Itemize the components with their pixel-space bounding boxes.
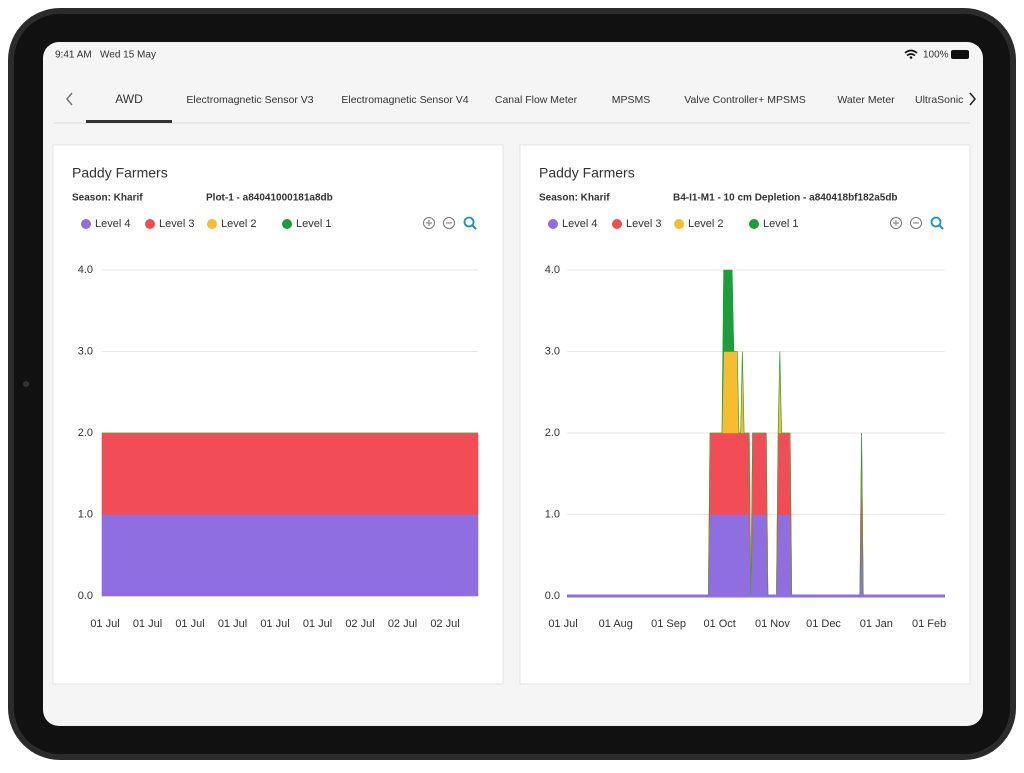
tab[interactable]: Valve Controller+ MPSMS [684, 94, 805, 106]
legend-marker[interactable] [749, 219, 759, 229]
area-series [567, 269, 945, 597]
active-tab-underline [86, 120, 172, 123]
legend-marker[interactable] [282, 219, 292, 229]
y-tick-label: 0.0 [545, 590, 560, 602]
x-tick-label: 01 Jan [860, 618, 893, 630]
tab[interactable]: UltraSonic [915, 94, 963, 106]
y-tick-label: 4.0 [78, 264, 93, 276]
status-date: Wed 15 May [100, 50, 156, 61]
legend-label[interactable]: Level 4 [95, 218, 130, 230]
x-tick-label: 01 Dec [806, 618, 841, 630]
legend-label[interactable]: Level 3 [626, 218, 661, 230]
zoom-reset[interactable] [930, 216, 942, 228]
y-tick-label: 3.0 [78, 345, 93, 357]
area-series [101, 432, 479, 515]
y-tick-label: 0.0 [78, 590, 93, 602]
tab-left-arrow[interactable] [66, 92, 73, 106]
legend-label[interactable]: Level 2 [221, 218, 256, 230]
legend-label[interactable]: Level 3 [159, 218, 194, 230]
tab[interactable]: AWD [115, 92, 143, 106]
x-tick-label: 01 Jul [260, 618, 289, 630]
season-label: Season: Kharif [539, 193, 610, 204]
tab[interactable]: MPSMS [612, 94, 651, 106]
y-tick-label: 3.0 [545, 345, 560, 357]
tab[interactable]: Water Meter [837, 94, 895, 106]
y-tick-label: 4.0 [545, 264, 560, 276]
wifi-icon [904, 49, 918, 57]
area-series [101, 514, 479, 597]
legend-marker[interactable] [612, 219, 622, 229]
x-tick-label: 02 Jul [430, 618, 459, 630]
legend-label[interactable]: Level 2 [688, 218, 723, 230]
y-tick-label: 1.0 [78, 508, 93, 520]
legend-marker[interactable] [548, 219, 558, 229]
tab[interactable]: Electromagnetic Sensor V4 [341, 94, 468, 106]
x-tick-label: 01 Jul [133, 618, 162, 630]
device-label: Plot-1 - a84041000181a8db [206, 193, 333, 204]
zoom-out[interactable] [443, 217, 455, 229]
status-time: 9:41 AM [55, 50, 92, 61]
x-tick-label: 01 Jul [218, 618, 247, 630]
x-tick-label: 01 Jul [90, 618, 119, 630]
x-tick-label: 01 Feb [912, 618, 946, 630]
zoom-reset[interactable] [463, 216, 475, 228]
legend-label[interactable]: Level 1 [763, 218, 798, 230]
wifi-dot [909, 56, 913, 59]
legend-marker[interactable] [145, 219, 155, 229]
tab[interactable]: Electromagnetic Sensor V3 [186, 94, 313, 106]
tab[interactable]: Canal Flow Meter [495, 94, 578, 106]
y-tick-label: 2.0 [545, 427, 560, 439]
zoom-reset-handle [471, 224, 477, 230]
battery-icon [951, 50, 969, 59]
legend-marker[interactable] [81, 219, 91, 229]
zoom-in[interactable] [423, 217, 435, 229]
zoom-icon-glyph [426, 220, 432, 226]
zoom-in[interactable] [890, 217, 902, 229]
zoom-out[interactable] [910, 217, 922, 229]
device-label: B4-I1-M1 - 10 cm Depletion - a840418bf18… [673, 193, 898, 204]
legend-marker[interactable] [674, 219, 684, 229]
tab-right-arrow[interactable] [969, 92, 976, 106]
x-tick-label: 01 Sep [651, 618, 686, 630]
x-tick-label: 02 Jul [388, 618, 417, 630]
zoom-icon-glyph [893, 220, 899, 226]
panel-title: Paddy Farmers [72, 165, 168, 181]
x-tick-label: 02 Jul [345, 618, 374, 630]
x-tick-label: 01 Jul [175, 618, 204, 630]
y-tick-label: 1.0 [545, 508, 560, 520]
y-tick-label: 2.0 [78, 427, 93, 439]
legend-label[interactable]: Level 4 [562, 218, 597, 230]
legend-label[interactable]: Level 1 [296, 218, 331, 230]
x-tick-label: 01 Nov [755, 618, 790, 630]
x-tick-label: 01 Jul [548, 618, 577, 630]
x-tick-label: 01 Oct [703, 618, 735, 630]
zoom-reset-handle [938, 224, 944, 230]
season-label: Season: Kharif [72, 193, 143, 204]
status-battery: 100% [923, 50, 949, 61]
camera [23, 381, 29, 387]
x-tick-label: 01 Aug [599, 618, 633, 630]
panel-title: Paddy Farmers [539, 165, 635, 181]
legend-marker[interactable] [207, 219, 217, 229]
x-tick-label: 01 Jul [303, 618, 332, 630]
